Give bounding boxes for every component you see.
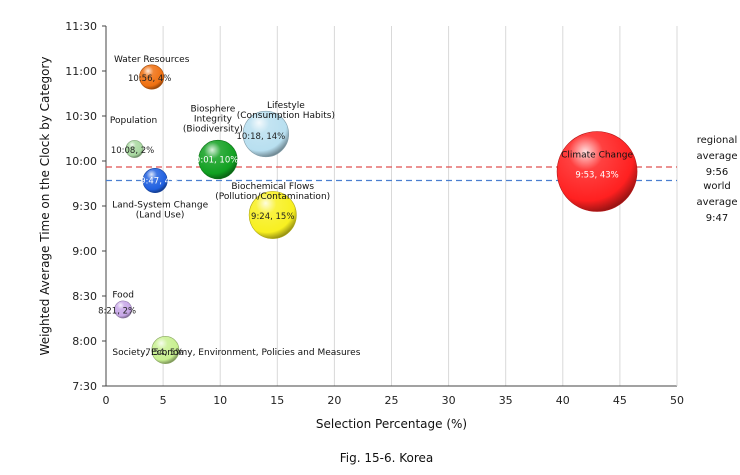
reference-line-label: 9:56 [706,167,728,178]
bubble [142,168,168,194]
x-tick-label: 10 [213,394,227,407]
reference-line-label: 9:47 [706,213,728,224]
bubble-name-label: Biosphere Integrity (Biodiversity) [183,105,243,135]
bubble-data-label: 9:24, 15% [251,212,294,222]
y-axis-title: Weighted Average Time on the Clock by Ca… [38,57,52,356]
x-tick-label: 5 [160,394,167,407]
bubble [114,300,133,319]
bubble-name-label: Land-System Change (Land Use) [112,201,209,221]
bubble-data-label: 7:54, 5% [145,348,183,358]
x-tick-label: 30 [442,394,456,407]
bubble-data-label: 10:01, 10% [190,156,239,166]
reference-line-label: average [697,151,738,162]
x-tick-label: 45 [613,394,627,407]
y-tick-label: 10:00 [65,155,97,168]
bubble-name-label: Water Resources [114,55,190,65]
x-axis-title: Selection Percentage (%) [316,417,467,431]
reference-line-label: world [703,181,731,192]
y-tick-label: 7:30 [72,380,97,393]
x-tick-label: 15 [270,394,284,407]
y-tick-label: 11:30 [65,20,97,33]
y-tick-label: 11:00 [65,65,97,78]
reference-line-label: average [697,197,738,208]
bubble-data-label: 10:08, 2% [111,146,154,156]
bubble [125,140,144,158]
x-tick-label: 50 [670,394,684,407]
bubble-name-label: Population [110,116,157,126]
bubble-name-label: Biochemical Flows (Pollution/Contaminatio… [215,182,330,202]
x-tick-label: 20 [327,394,341,407]
x-tick-label: 40 [556,394,570,407]
x-tick-label: 35 [499,394,513,407]
y-tick-label: 8:00 [72,335,97,348]
bubble-name-label: Food [112,291,134,301]
bubble-data-label: 9:47, 4% [140,177,178,187]
y-tick-label: 10:30 [65,110,97,123]
reference-line-label: regional [697,135,738,146]
bubble-data-label: 10:56, 4% [128,74,171,84]
bubble [248,191,297,239]
bubble-name-label: Society, Economy, Environment, Policies … [112,348,360,358]
y-tick-label: 9:00 [72,245,97,258]
bubble [242,110,290,158]
y-tick-label: 8:30 [72,290,97,303]
x-tick-label: 0 [103,394,110,407]
bubble-name-label: Climate Change [561,151,633,161]
reference-lines: regional average 9:56 world average 9:47 [106,135,737,224]
x-tick-label: 25 [385,394,399,407]
bubble-data-label: 10:18, 14% [236,132,285,142]
bubble-labels: 10:56, 4% Water Resources 10:08, 2% Populat… [98,55,633,358]
bubble [556,131,638,212]
bubble-name-label: Lifestyle (Consumption Habits) [237,101,335,121]
bubble-data-label: 8:21, 2% [98,307,136,317]
figure-caption: Fig. 15-6. Korea [340,451,434,465]
bubble [198,139,238,180]
bubble [139,64,165,90]
axes: 0 5 10 15 20 25 30 35 40 45 50 7:30 8:00 8:30 9:00 9:30… [65,20,684,407]
bubble [151,336,180,364]
bubble-data-label: 9:53, 43% [575,171,618,181]
y-tick-label: 9:30 [72,200,97,213]
bubbles [114,64,638,364]
